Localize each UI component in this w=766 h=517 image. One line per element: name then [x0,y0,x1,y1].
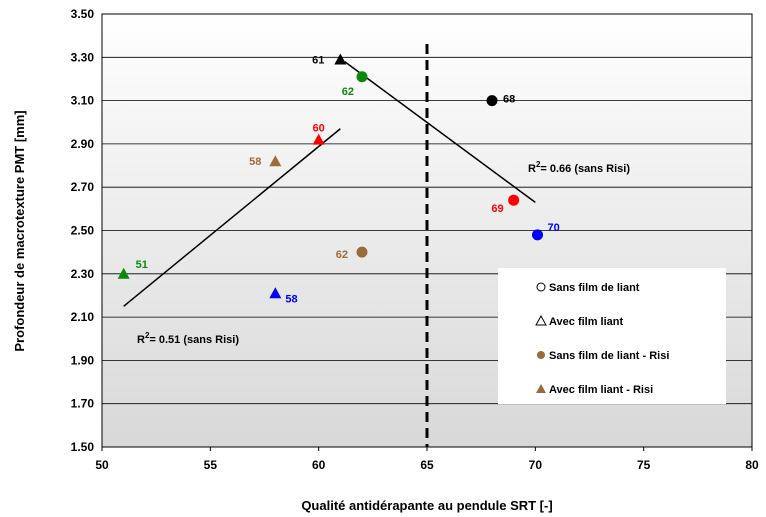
data-point-label: 58 [285,293,297,305]
x-axis-title: Qualité antidérapante au pendule SRT [-] [301,498,552,513]
data-point-circle [356,71,368,83]
data-point-triangle [269,155,282,167]
data-point-circle [532,229,543,241]
y-tick-label: 2.10 [71,310,95,324]
x-tick-labels: 50 55 60 65 70 75 80 [95,447,759,472]
legend-label-sans-film-risi: Sans film de liant - Risi [549,350,669,362]
data-point-triangle [117,267,130,279]
y-tick-label: 2.90 [71,137,95,151]
y-tick-label: 2.50 [71,224,95,238]
trendline [123,128,341,307]
trendline [344,61,536,203]
y-tick-label: 3.10 [71,94,95,108]
x-tick-label: 55 [204,458,218,472]
x-tick-label: 65 [420,458,434,472]
data-point-label: 62 [336,249,348,261]
y-tick-label: 2.70 [71,180,95,194]
data-point-circle [486,95,498,107]
data-point-triangle [334,53,347,65]
data-point-label: 62 [342,86,354,98]
legend-marker-filled-triangle [536,384,546,393]
data-point-triangle [269,287,282,299]
legend-label-avec-film: Avec film liant [549,316,624,328]
y-tick-label: 1.90 [71,353,95,367]
y-axis-title: Profondeur de macrotexture PMT [mm] [12,110,27,351]
y-tick-label: 3.30 [71,50,95,64]
data-point-label: 69 [491,203,503,215]
data-point-circle [508,194,520,206]
x-tick-label: 75 [637,458,651,472]
legend-box [498,268,726,404]
data-point-circle [356,246,368,258]
trend-annotation-1: R2= 0.51 (sans Risi) [137,331,239,346]
y-tick-label: 3.50 [71,7,95,21]
x-tick-label: 70 [529,458,543,472]
legend-label-sans-film: Sans film de liant [549,282,640,294]
data-points: 61 62 68 60 58 69 70 62 51 58 [117,53,560,305]
data-point-label: 70 [548,222,560,234]
x-tick-label: 80 [745,458,759,472]
data-point-label: 61 [312,54,324,66]
trend-annotation-2: R2= 0.66 (sans Risi) [528,160,630,175]
legend-marker-open-triangle [535,314,547,326]
y-tick-label: 2.30 [71,267,95,281]
legend-marker-filled-circle [537,351,545,359]
data-point-label: 58 [249,156,261,168]
data-point-label: 60 [313,123,325,135]
trendlines [123,61,536,307]
y-tick-label: 1.50 [71,440,95,454]
y-tick-label: 1.70 [71,397,95,411]
y-tick-labels: 1.50 1.70 1.90 2.10 2.30 2.50 2.70 2.90 3.10 3.30… [71,7,95,454]
legend: Sans film de liant Avec film liant Sans … [498,268,726,404]
data-point-triangle [312,133,325,145]
x-tick-label: 50 [95,458,109,472]
data-point-label: 51 [136,259,148,271]
legend-label-avec-film-risi: Avec film liant - Risi [549,384,653,396]
x-tick-label: 60 [312,458,326,472]
data-point-label: 68 [503,94,515,106]
legend-marker-open-circle [536,282,546,292]
